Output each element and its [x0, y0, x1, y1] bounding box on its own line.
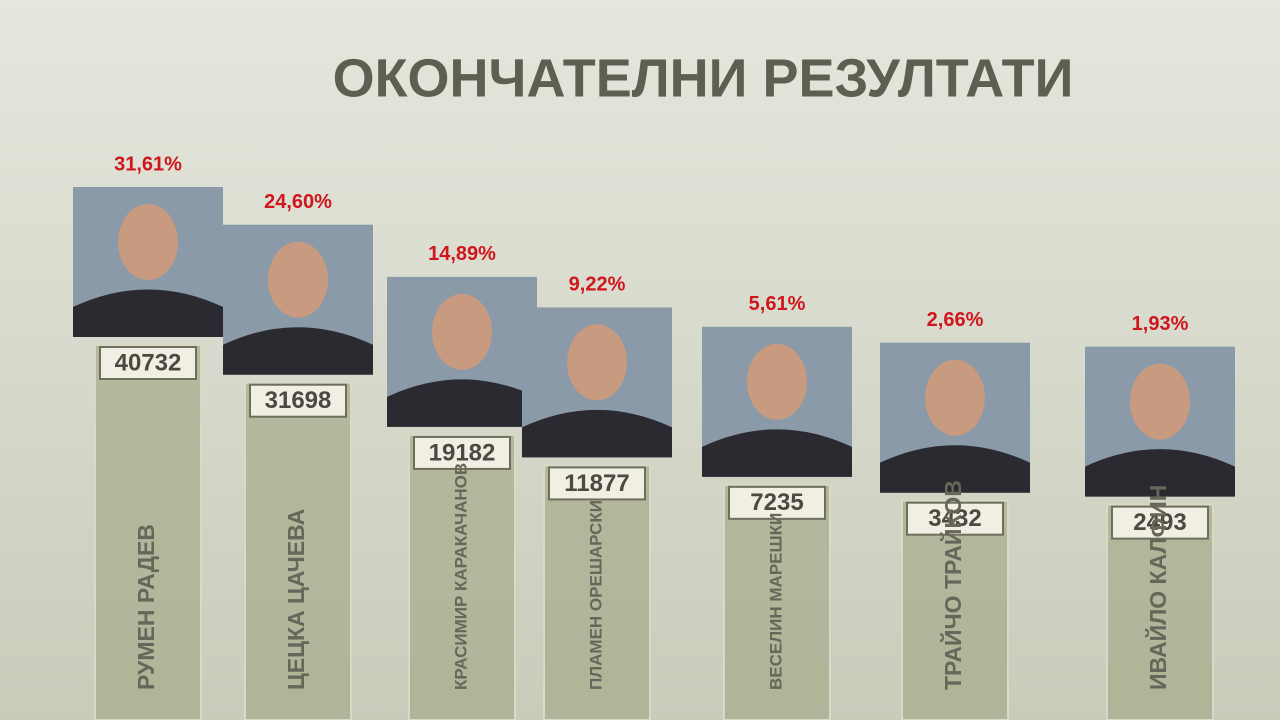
vote-box — [548, 466, 646, 501]
photo-head — [118, 204, 178, 280]
candidate-photo — [73, 187, 223, 337]
bar — [901, 499, 1009, 721]
bar — [408, 433, 516, 721]
vote-box — [249, 383, 347, 418]
photo-suit — [223, 327, 373, 375]
share-label: 14,89% — [428, 243, 496, 265]
photo-head — [925, 359, 985, 436]
vote-count: 7235 — [750, 489, 803, 516]
vote-box — [1111, 505, 1209, 540]
candidate-name: ВЕСЕЛИН МАРЕШКИ — [766, 513, 785, 690]
photo-suit — [522, 409, 672, 458]
vote-count: 40732 — [115, 349, 182, 376]
photo-head — [567, 324, 627, 401]
candidate-photo — [1085, 346, 1235, 497]
photo-head — [268, 241, 328, 318]
photo-suit — [73, 289, 223, 337]
photo-suit — [702, 429, 852, 477]
vote-count: 19182 — [429, 439, 496, 466]
vote-count: 31698 — [265, 387, 332, 414]
candidate-name: ПЛАМЕН ОРЕШАРСКИ — [586, 500, 605, 690]
bar — [723, 483, 831, 721]
bar — [244, 381, 352, 721]
vote-count: 3432 — [928, 505, 981, 532]
photo-suit — [880, 445, 1030, 493]
candidate-name: КРАСИМИР КАРАКАЧАНОВ — [451, 463, 470, 690]
photo-head — [1130, 363, 1190, 440]
vote-box — [413, 435, 511, 470]
photo-suit — [387, 379, 537, 427]
candidate-photo — [223, 224, 373, 375]
share-label: 9,22% — [569, 274, 626, 296]
vote-box — [728, 485, 826, 520]
bar — [94, 344, 202, 721]
chart-title: ОКОНЧАТЕЛНИ РЕЗУЛТАТИ — [333, 48, 1074, 108]
share-label: 5,61% — [749, 293, 806, 315]
vote-box — [99, 346, 197, 380]
candidate-name: ИВАЙЛО КАЛФИН — [1144, 485, 1171, 690]
candidate-photo — [522, 307, 672, 458]
candidate-photo — [387, 276, 537, 427]
vote-count: 11877 — [564, 470, 629, 497]
candidate-photo — [702, 326, 852, 477]
bar — [1106, 503, 1214, 721]
photo-head — [747, 343, 807, 420]
share-label: 1,93% — [1132, 313, 1189, 335]
candidate-name: ТРАЙЧО ТРАЙКОВ — [939, 480, 966, 690]
share-label: 24,60% — [264, 191, 332, 213]
candidate-name: ЦЕЦКА ЦАЧЕВА — [283, 509, 309, 690]
vote-count: 2493 — [1133, 509, 1186, 536]
vote-box — [906, 501, 1004, 536]
candidate-photo — [880, 342, 1030, 493]
bar — [543, 464, 651, 721]
share-label: 2,66% — [927, 309, 984, 331]
photo-suit — [1085, 449, 1235, 497]
photo-head — [432, 293, 492, 370]
candidate-name: РУМЕН РАДЕВ — [133, 524, 159, 690]
share-label: 31,61% — [114, 153, 182, 175]
